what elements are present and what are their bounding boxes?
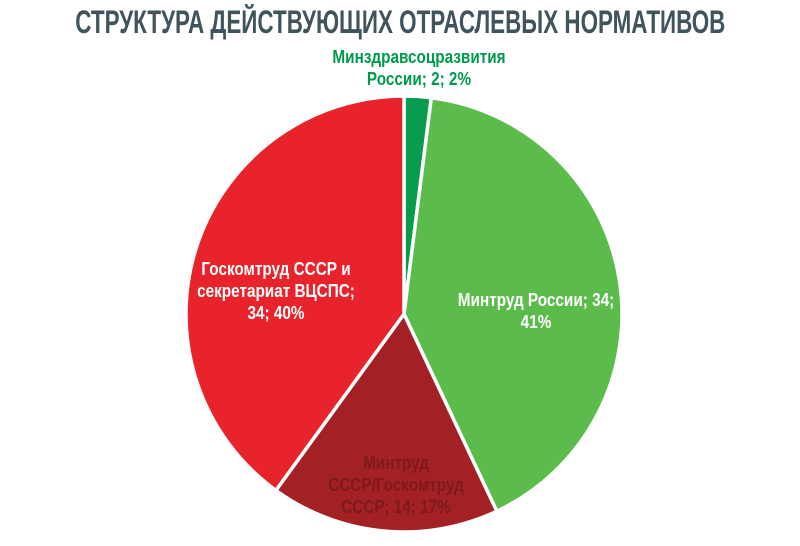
pie-slice-1 [402,95,624,513]
slice-label-goskomtrud-vcsps: Госкомтруд СССР и секретариат ВЦСПС; 34;… [197,258,355,324]
chart-title-text: СТРУКТУРА ДЕЙСТВУЮЩИХ ОТРАСЛЕВЫХ НОРМАТИ… [74,4,726,40]
label-line: России; 2; 2% [366,69,472,89]
slice-label-minzdravsocrazvitiya: Минздравсоцразвития России; 2; 2% [332,46,505,90]
label-line: СССР/Госкомтруд [328,475,464,495]
label-line: СССР; 14; 17% [341,497,451,517]
pie-slice-3 [184,94,406,493]
label-line: Минтруд [363,453,429,473]
label-line: Минтруд России; 34; [457,290,615,310]
label-line: 34; 40% [247,303,305,323]
pie-slice-2 [274,312,499,534]
chart-title: СТРУКТУРА ДЕЙСТВУЮЩИХ ОТРАСЛЕВЫХ НОРМАТИ… [0,4,800,41]
slice-label-mintrud-sssr-goskomtrud: Минтруд СССР/Госкомтруд СССР; 14; 17% [328,452,464,518]
slice-label-mintrud-rossii: Минтруд России; 34; 41% [458,289,614,333]
label-line: Госкомтруд СССР и [201,259,351,279]
label-line: 41% [520,312,552,332]
label-line: Минздравсоцразвития [332,47,506,67]
label-line: секретариат ВЦСПС; [197,281,355,301]
